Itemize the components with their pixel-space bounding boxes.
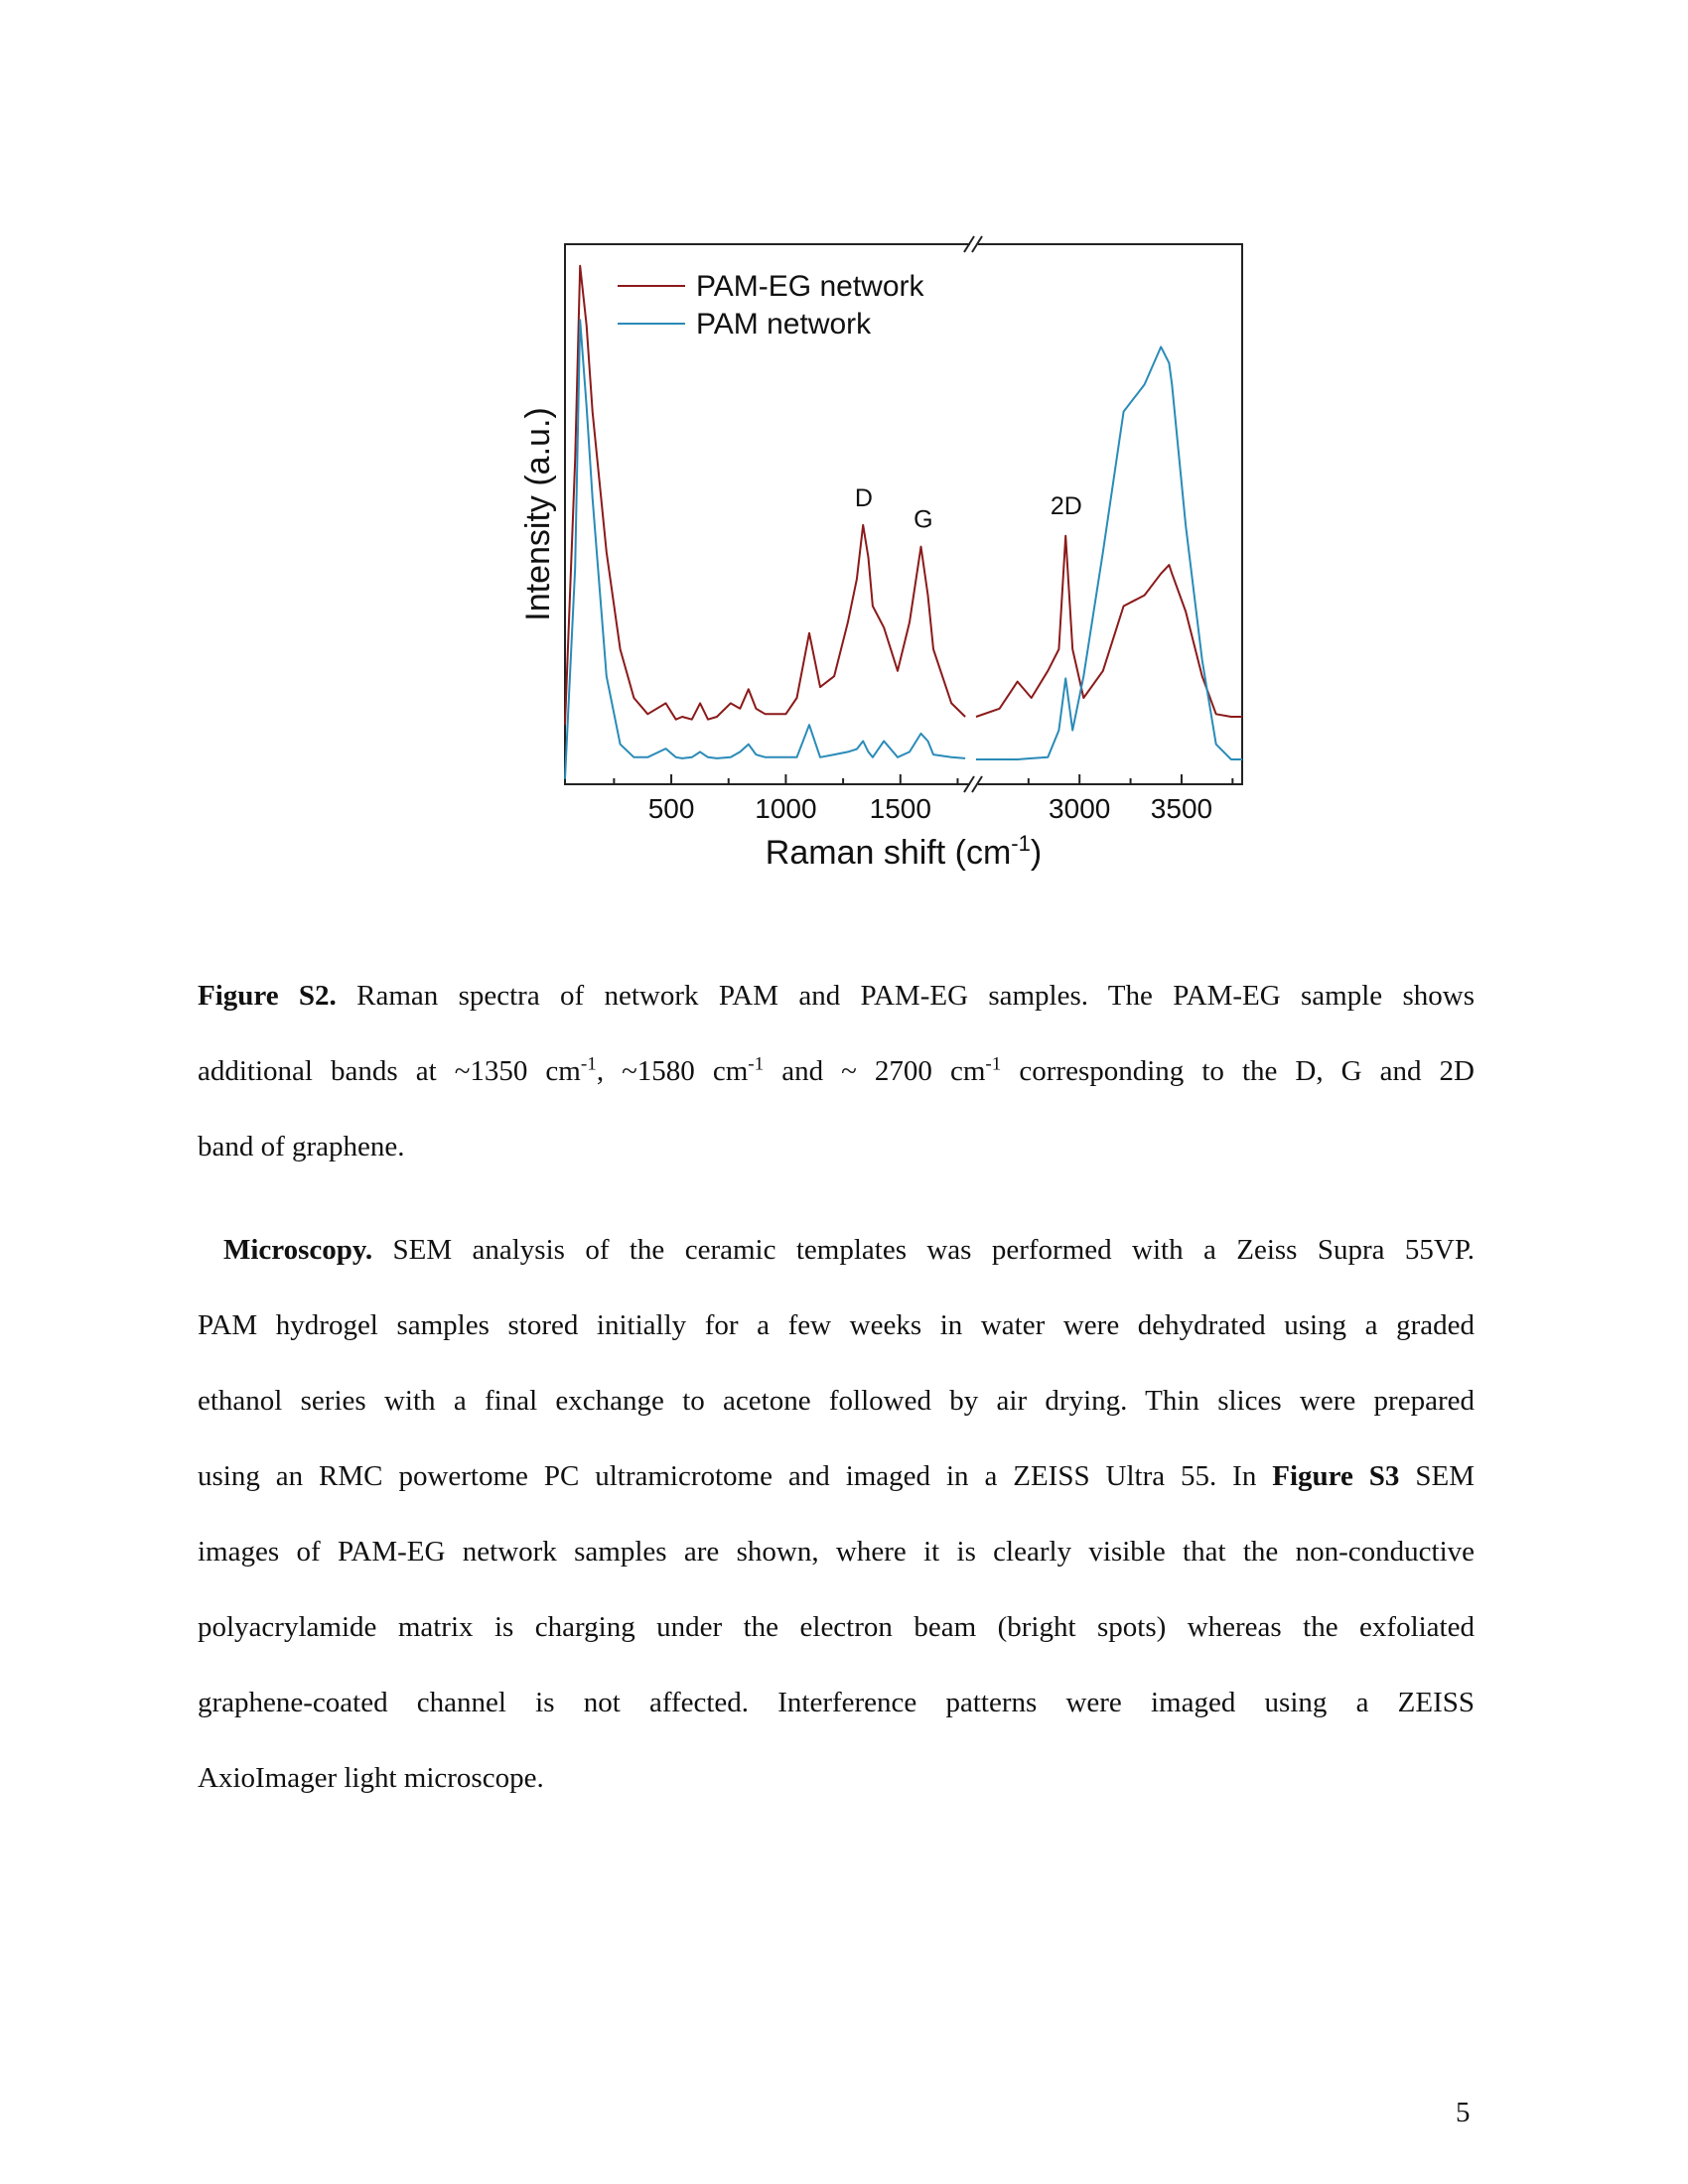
y-axis-label: Intensity (a.u.) <box>519 407 557 620</box>
x-axis-label-text: ) <box>1031 834 1042 872</box>
x-tick-label: 1500 <box>870 793 931 824</box>
text-run: polyacrylamide matrix is charging under … <box>198 1611 1475 1643</box>
superscript: -1 <box>580 1053 597 1075</box>
plot-area: 500 1000 1500 3000 3500 PAM-EG network PAM net… <box>564 264 1242 824</box>
text-line: band of graphene. <box>198 1109 1475 1184</box>
text-run: SEM <box>1399 1460 1475 1492</box>
text-run: PAM hydrogel samples stored initially fo… <box>198 1309 1475 1341</box>
text-run: AxioImager light microscope. <box>198 1762 544 1794</box>
x-axis-label: Raman shift (cm-1) <box>766 831 1042 872</box>
text-line: additional bands at ~1350 cm-1, ~1580 cm… <box>198 1033 1475 1109</box>
bold-text: Figure S3 <box>1272 1460 1400 1492</box>
peak-label: G <box>914 506 932 534</box>
x-axis-label-text: Raman shift (cm <box>766 834 1012 872</box>
series-line <box>975 534 1242 718</box>
x-tick-label: 3500 <box>1151 793 1212 824</box>
text-run: using an RMC powertome PC ultramicrotome… <box>198 1460 1273 1492</box>
x-tick-label: 500 <box>648 793 695 824</box>
text-run: band of graphene. <box>198 1131 405 1162</box>
text-run: graphene-coated channel is not affected.… <box>198 1687 1475 1718</box>
bold-text: Figure S2. <box>198 980 337 1012</box>
text-line: ethanol series with a final exchange to … <box>198 1363 1475 1438</box>
text-run: Raman spectra of network PAM and PAM-EG … <box>336 980 1475 1012</box>
break-marks <box>963 235 983 793</box>
text-line: Microscopy. SEM analysis of the ceramic … <box>198 1212 1475 1288</box>
text-run: SEM analysis of the ceramic templates wa… <box>372 1234 1475 1266</box>
paragraph: Figure S2. Raman spectra of network PAM … <box>198 958 1475 1184</box>
legend-label: PAM-EG network <box>696 270 924 303</box>
text-run: ethanol series with a final exchange to … <box>198 1385 1475 1417</box>
plot-frame <box>564 243 1243 785</box>
series-line <box>564 319 966 779</box>
page-number: 5 <box>1456 2097 1471 2128</box>
series-line <box>976 345 1242 760</box>
bold-text: Microscopy. <box>223 1234 373 1266</box>
break-gap-bottom <box>970 778 978 790</box>
body-text: Figure S2. Raman spectra of network PAM … <box>198 958 1475 1843</box>
text-line: AxioImager light microscope. <box>198 1740 1475 1816</box>
text-run: additional bands at ~1350 cm <box>198 1055 581 1087</box>
legend-label: PAM network <box>696 308 872 341</box>
text-line: PAM hydrogel samples stored initially fo… <box>198 1288 1475 1363</box>
text-line: images of PAM-EG network samples are sho… <box>198 1514 1475 1589</box>
break-gap-top <box>970 238 978 250</box>
series-line <box>564 264 966 726</box>
paragraph: Microscopy. SEM analysis of the ceramic … <box>198 1212 1475 1816</box>
peak-label: 2D <box>1051 492 1082 520</box>
peak-label: D <box>855 484 873 512</box>
chart: 500 1000 1500 3000 3500 PAM-EG network PAM net… <box>519 235 1243 872</box>
text-run: and ~ 2700 cm <box>764 1055 986 1087</box>
superscript: -1 <box>748 1053 765 1075</box>
x-axis-label-sup: -1 <box>1011 831 1031 856</box>
text-line: using an RMC powertome PC ultramicrotome… <box>198 1438 1475 1514</box>
text-run: , ~1580 cm <box>596 1055 749 1087</box>
x-tick-label: 1000 <box>755 793 816 824</box>
text-run: images of PAM-EG network samples are sho… <box>198 1536 1475 1568</box>
text-line: graphene-coated channel is not affected.… <box>198 1665 1475 1740</box>
text-line: polyacrylamide matrix is charging under … <box>198 1589 1475 1665</box>
superscript: -1 <box>985 1053 1002 1075</box>
x-tick-label: 3000 <box>1049 793 1110 824</box>
text-line: Figure S2. Raman spectra of network PAM … <box>198 958 1475 1033</box>
text-run: corresponding to the D, G and 2D <box>1001 1055 1476 1087</box>
